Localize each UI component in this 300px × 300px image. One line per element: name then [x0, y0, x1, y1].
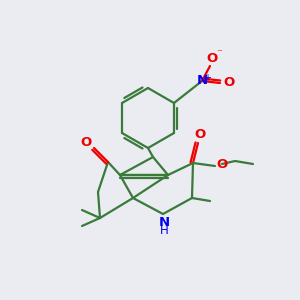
Text: O: O — [194, 128, 206, 142]
Text: O: O — [216, 158, 228, 170]
Text: O: O — [224, 76, 235, 89]
Text: N: N — [196, 74, 208, 88]
Text: ⁻: ⁻ — [216, 48, 222, 58]
Text: O: O — [80, 136, 92, 149]
Text: H: H — [160, 224, 168, 236]
Text: N: N — [158, 215, 169, 229]
Text: O: O — [206, 52, 218, 65]
Text: +: + — [203, 73, 211, 83]
